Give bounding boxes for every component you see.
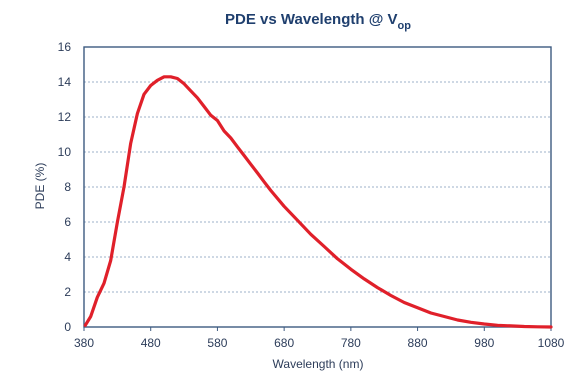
y-tick-label-2: 2: [64, 285, 71, 299]
y-tick-label-16: 16: [58, 40, 72, 54]
y-tick-label-0: 0: [64, 320, 71, 334]
y-tick-label-14: 14: [58, 75, 72, 89]
y-tick-labels: 0 2 4 6 8 10 12 14 16: [58, 40, 72, 334]
chart-title-main: PDE vs Wavelength @ V: [225, 11, 397, 28]
y-axis-label: PDE (%): [33, 163, 47, 210]
y-tick-label-6: 6: [64, 215, 71, 229]
x-tick-label-580: 580: [207, 336, 227, 350]
y-tick-label-10: 10: [58, 145, 72, 159]
x-tick-label-380: 380: [74, 336, 94, 350]
x-tick-label-680: 680: [274, 336, 294, 350]
y-tick-label-4: 4: [64, 250, 71, 264]
x-tick-label-780: 780: [341, 336, 361, 350]
plot-frame: [83, 46, 552, 328]
x-axis-label: Wavelength (nm): [273, 357, 364, 371]
x-tick-label-880: 880: [408, 336, 428, 350]
y-tick-label-8: 8: [64, 180, 71, 194]
x-tick-label-480: 480: [141, 336, 161, 350]
x-tick-labels: 380 480 580 680 780 880 980 1080: [74, 336, 565, 350]
chart-title: PDE vs Wavelength @ Vop: [225, 11, 411, 32]
chart-title-subscript: op: [398, 20, 412, 32]
series-line: [83, 75, 553, 329]
x-tick-label-980: 980: [474, 336, 494, 350]
y-tick-label-12: 12: [58, 110, 72, 124]
grid-lines: [84, 81, 551, 293]
axes: [83, 46, 552, 331]
x-tick-label-1080: 1080: [538, 336, 565, 350]
